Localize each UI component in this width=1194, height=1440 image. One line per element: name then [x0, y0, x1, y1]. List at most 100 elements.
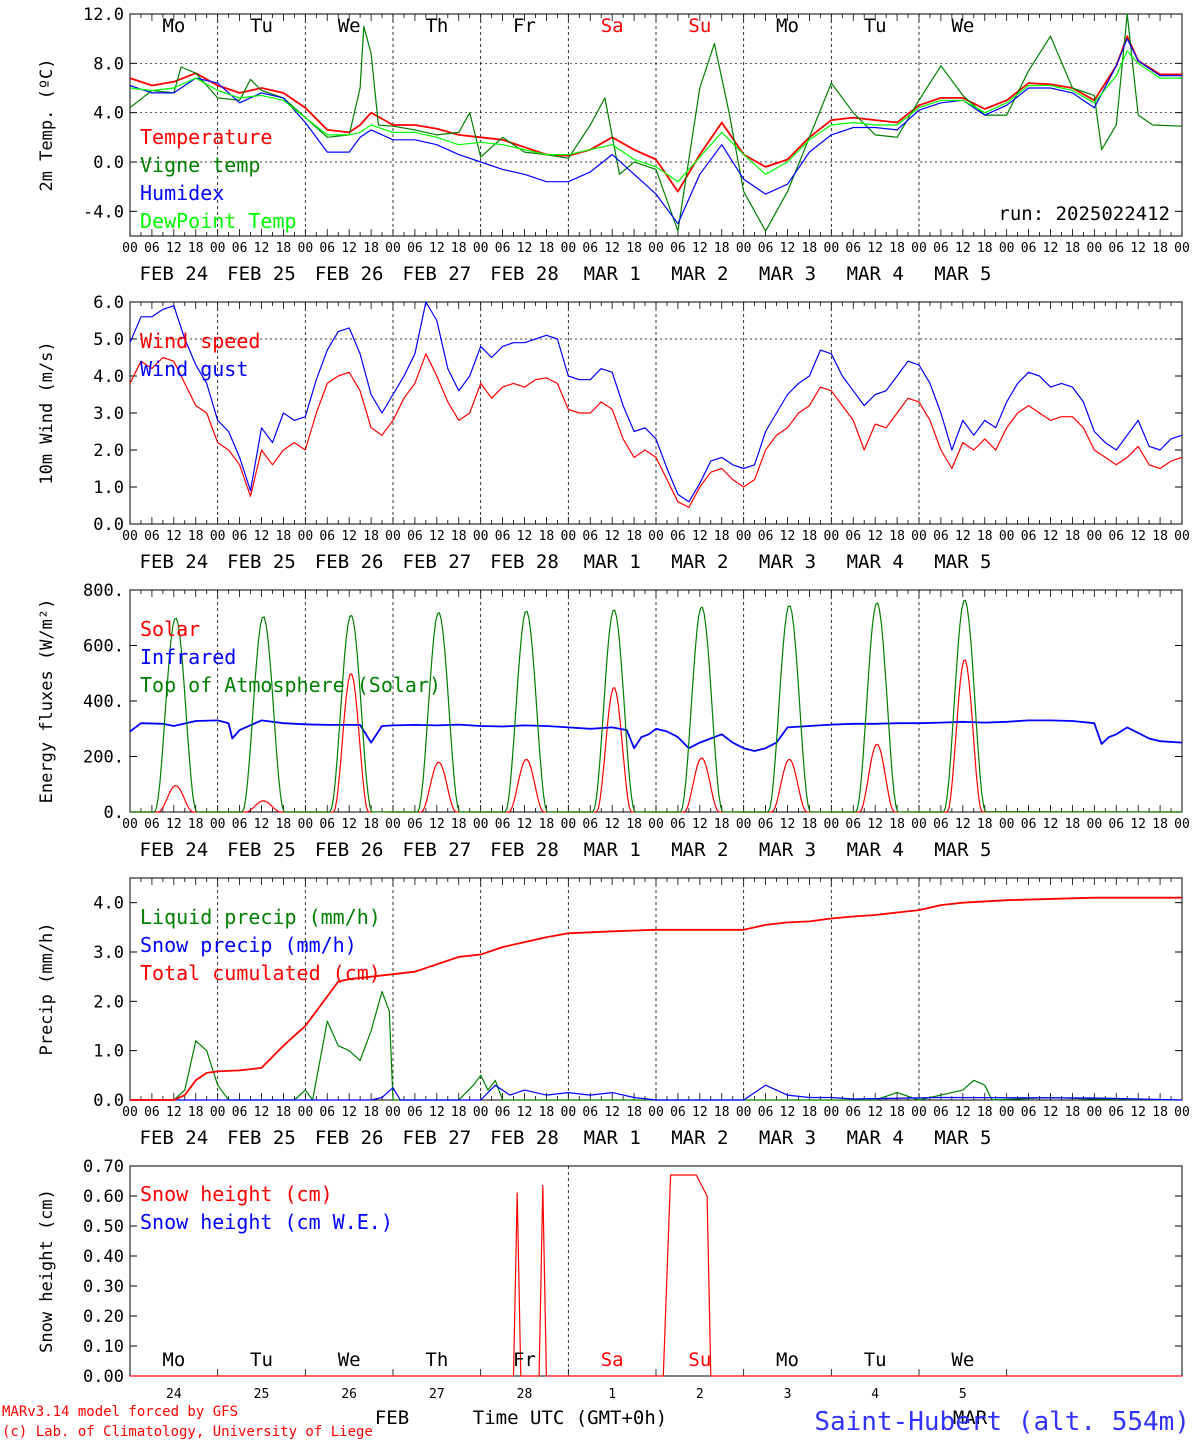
y-tick-label: 5.0 — [93, 330, 124, 350]
hour-label: 00 — [298, 817, 314, 832]
hour-label: 18 — [451, 241, 467, 256]
hour-label: 00 — [999, 241, 1015, 256]
hour-label: 06 — [933, 241, 949, 256]
hour-label: 18 — [889, 817, 905, 832]
day-number: 2 — [696, 1387, 704, 1402]
hour-label: 18 — [1065, 529, 1081, 544]
y-tick-label: 0.0 — [93, 1091, 124, 1111]
day-label: Su — [688, 1349, 711, 1371]
hour-label: 18 — [977, 241, 993, 256]
hour-label: 12 — [166, 817, 182, 832]
hour-label: 06 — [1021, 529, 1037, 544]
hour-label: 18 — [714, 529, 730, 544]
hour-label: 00 — [648, 817, 664, 832]
date-label: MAR 1 — [584, 839, 641, 861]
hour-label: 18 — [363, 241, 379, 256]
date-label: FEB 24 — [140, 551, 209, 573]
hour-label: 12 — [1043, 529, 1059, 544]
hour-label: 00 — [1087, 241, 1103, 256]
legend-entry: Wind speed — [140, 329, 260, 353]
hour-label: 12 — [867, 1105, 883, 1120]
hour-label: 06 — [670, 529, 686, 544]
date-label: FEB 27 — [403, 263, 472, 285]
legend-entry: Liquid precip (mm/h) — [140, 905, 381, 929]
hour-label: 18 — [363, 817, 379, 832]
hour-label: 12 — [780, 241, 796, 256]
hour-label: 00 — [210, 529, 226, 544]
hour-label: 06 — [1108, 241, 1124, 256]
y-tick-label: 0. — [104, 803, 124, 823]
hour-label: 06 — [1021, 1105, 1037, 1120]
hour-label: 00 — [385, 817, 401, 832]
y-tick-label: 400. — [83, 692, 124, 712]
y-tick-label: 200. — [83, 748, 124, 768]
day-label: Mo — [776, 1349, 799, 1371]
hour-label: 18 — [451, 529, 467, 544]
hour-label: 18 — [889, 1105, 905, 1120]
hour-label: 06 — [319, 817, 335, 832]
hour-label: 06 — [319, 241, 335, 256]
day-number: 25 — [254, 1387, 270, 1402]
hour-label: 00 — [736, 529, 752, 544]
hour-label: 00 — [824, 529, 840, 544]
date-label: FEB 26 — [315, 551, 384, 573]
hour-label: 12 — [1043, 1105, 1059, 1120]
hour-label: 12 — [604, 1105, 620, 1120]
hour-label: 12 — [692, 241, 708, 256]
date-label: MAR 2 — [671, 839, 728, 861]
hour-label: 06 — [1108, 1105, 1124, 1120]
hour-label: 06 — [407, 241, 423, 256]
hour-label: 12 — [517, 529, 533, 544]
date-label: FEB 28 — [490, 839, 559, 861]
hour-label: 00 — [999, 817, 1015, 832]
hour-label: 06 — [582, 817, 598, 832]
hour-label: 00 — [824, 1105, 840, 1120]
y-tick-label: 0.0 — [93, 515, 124, 535]
y-tick-label: 1.0 — [93, 1042, 124, 1062]
hour-label: 18 — [363, 529, 379, 544]
day-label: Tu — [864, 1349, 887, 1371]
hour-label: 06 — [582, 529, 598, 544]
hour-label: 00 — [911, 1105, 927, 1120]
y-tick-label: 600. — [83, 637, 124, 657]
date-label: FEB 28 — [490, 263, 559, 285]
hour-label: 00 — [122, 241, 138, 256]
hour-label: 06 — [144, 529, 160, 544]
date-label: MAR 2 — [671, 551, 728, 573]
legend-entry: Wind gust — [140, 357, 248, 381]
hour-label: 00 — [210, 817, 226, 832]
hour-label: 18 — [802, 241, 818, 256]
hour-label: 12 — [429, 817, 445, 832]
hour-label: 06 — [758, 529, 774, 544]
hour-label: 12 — [780, 817, 796, 832]
hour-label: 12 — [955, 529, 971, 544]
date-label: FEB 26 — [315, 263, 384, 285]
hour-label: 18 — [1152, 817, 1168, 832]
series-line — [129, 13, 1183, 232]
series-line — [130, 599, 1183, 813]
hour-label: 06 — [758, 241, 774, 256]
hour-label: 06 — [495, 241, 511, 256]
y-tick-label: -4.0 — [83, 202, 124, 222]
y-tick-label: 0.60 — [83, 1187, 124, 1207]
date-label: MAR 4 — [847, 839, 904, 861]
hour-label: 12 — [867, 529, 883, 544]
day-label: Fr — [513, 15, 536, 37]
hour-label: 18 — [1152, 529, 1168, 544]
hour-label: 00 — [385, 529, 401, 544]
legend-entry: Solar — [140, 617, 200, 641]
hour-label: 06 — [933, 817, 949, 832]
hour-label: 18 — [188, 817, 204, 832]
hour-label: 12 — [955, 817, 971, 832]
hour-label: 18 — [802, 817, 818, 832]
hour-label: 06 — [407, 1105, 423, 1120]
hour-label: 06 — [232, 1105, 248, 1120]
y-tick-label: 3.0 — [93, 943, 124, 963]
y-tick-label: 6.0 — [93, 293, 124, 313]
date-label: MAR 3 — [759, 551, 816, 573]
hour-label: 06 — [670, 241, 686, 256]
station-label: Saint-Hubert (alt. 554m) — [814, 1407, 1190, 1437]
hour-label: 12 — [429, 529, 445, 544]
y-tick-label: 2.0 — [93, 992, 124, 1012]
